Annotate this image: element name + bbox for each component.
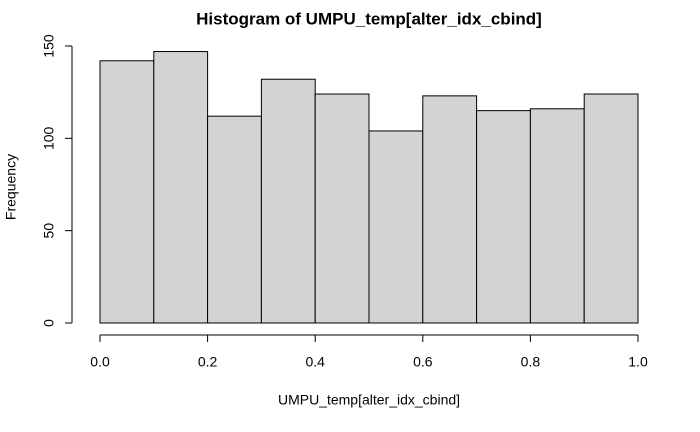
bar [99, 60, 155, 324]
bar [260, 78, 316, 324]
y-tick-label: 50 [41, 223, 57, 239]
x-tick-label: 0.0 [90, 354, 110, 370]
x-tick-label: 0.8 [521, 354, 541, 370]
bar [153, 51, 209, 324]
bar [583, 93, 639, 324]
x-axis-label: UMPU_temp[alter_idx_cbind] [278, 392, 460, 408]
x-tick-label: 0.6 [413, 354, 433, 370]
x-tick-label: 0.2 [198, 354, 218, 370]
bar [314, 93, 370, 324]
chart-title: Histogram of UMPU_temp[alter_idx_cbind] [196, 9, 542, 28]
y-tick-label: 150 [41, 34, 57, 58]
y-tick-label: 0 [41, 319, 57, 327]
bar [476, 110, 531, 324]
bar [368, 130, 424, 324]
x-tick-label: 1.0 [628, 354, 648, 370]
bar [529, 108, 585, 324]
bar [422, 95, 478, 324]
y-axis-label: Frequency [3, 154, 19, 220]
y-tick-label: 100 [41, 126, 57, 150]
bar [207, 115, 262, 324]
x-tick-label: 0.4 [305, 354, 325, 370]
